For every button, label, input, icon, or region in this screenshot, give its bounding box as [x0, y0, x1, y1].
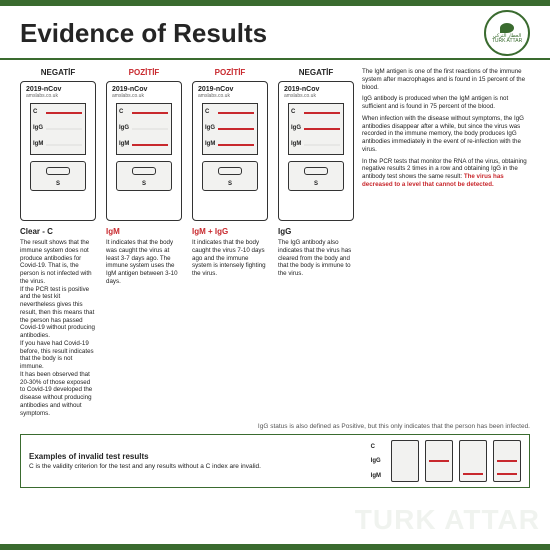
sample-slot: [218, 167, 242, 175]
test-card-1: POZİTİF 2019-nCovamslabs.co.uk CIgGIgM S IgM…: [106, 68, 182, 417]
result-window: CIgGIgM: [288, 103, 344, 155]
logo-text-en: TURK ATTAR: [492, 39, 522, 44]
cassette: 2019-nCovamslabs.co.uk CIgGIgM S: [192, 81, 268, 221]
invalid-sample-1: [425, 440, 453, 482]
test-cards-row: NEGATİF2019-nCovamslabs.co.ukCIgGIgMSCle…: [20, 68, 354, 417]
invalid-samples: [391, 440, 521, 482]
line-igg: [46, 128, 82, 130]
test-card-0: NEGATİF 2019-nCovamslabs.co.uk CIgGIgM S Cle…: [20, 68, 96, 417]
logo-badge: العطار التركي TURK ATTAR: [484, 10, 530, 56]
sample-slot: [46, 167, 70, 175]
line-c: [304, 112, 340, 114]
line-igm: [46, 144, 82, 146]
invalid-results-box: Examples of invalid test results C is th…: [20, 434, 530, 488]
result-desc: It indicates that the body was caught th…: [106, 239, 182, 286]
result-window: CIgGIgM: [30, 103, 86, 155]
test-card-2: POZİTİF 2019-nCovamslabs.co.uk CIgGIgM S IgM…: [192, 68, 268, 417]
explanation-column: The IgM antigen is one of the first reac…: [362, 68, 530, 417]
bottom-bar: [0, 544, 550, 550]
invalid-title: Examples of invalid test results: [29, 452, 361, 461]
result-desc: It indicates that the body caught the vi…: [192, 239, 268, 278]
card-header: NEGATİF: [278, 68, 354, 77]
sample-window: S: [116, 161, 172, 191]
card-header: NEGATİF: [20, 68, 96, 77]
cassette-title: 2019-nCov: [196, 86, 264, 93]
result-window: CIgGIgM: [202, 103, 258, 155]
line-igm: [218, 144, 254, 146]
invalid-body: C is the validity criterion for the test…: [29, 463, 361, 471]
footer-section: IgG status is also defined as Positive, …: [0, 421, 550, 494]
cassette-subtitle: amslabs.co.uk: [196, 93, 264, 99]
cassette-title: 2019-nCov: [110, 86, 178, 93]
invalid-row-labels: C IgG IgM: [371, 442, 381, 480]
line-c: [132, 112, 168, 114]
test-card-3: NEGATİF 2019-nCovamslabs.co.uk CIgGIgM S IgG…: [278, 68, 354, 417]
right-p1: The IgM antigen is one of the first reac…: [362, 68, 530, 91]
invalid-sample-3: [493, 440, 521, 482]
line-igg: [218, 128, 254, 130]
cassette-subtitle: amslabs.co.uk: [24, 93, 92, 99]
sample-window: S: [202, 161, 258, 191]
result-title: IgM: [106, 227, 182, 236]
result-window: CIgGIgM: [116, 103, 172, 155]
sample-window: S: [30, 161, 86, 191]
invalid-sample-0: [391, 440, 419, 482]
line-igg: [132, 128, 168, 130]
cassette: 2019-nCovamslabs.co.uk CIgGIgM S: [20, 81, 96, 221]
right-p4: In the PCR tests that monitor the RNA of…: [362, 158, 530, 189]
cassette-subtitle: amslabs.co.uk: [110, 93, 178, 99]
result-title: IgM + IgG: [192, 227, 268, 236]
card-header: POZİTİF: [106, 68, 182, 77]
line-igg: [304, 128, 340, 130]
result-title: Clear - C: [20, 227, 96, 236]
cassette-title: 2019-nCov: [282, 86, 350, 93]
sample-window: S: [288, 161, 344, 191]
watermark: TURK ATTAR: [355, 504, 540, 536]
page-title: Evidence of Results: [20, 18, 267, 49]
cassette: 2019-nCovamslabs.co.uk CIgGIgM S: [106, 81, 182, 221]
cassette: 2019-nCovamslabs.co.uk CIgGIgM S: [278, 81, 354, 221]
leaf-icon: [500, 23, 514, 33]
right-p2: IgG antibody is produced when the IgM an…: [362, 95, 530, 111]
sample-slot: [304, 167, 328, 175]
result-desc: The IgG antibody also indicates that the…: [278, 239, 354, 278]
footnote: IgG status is also defined as Positive, …: [20, 423, 530, 430]
right-p3: When infection with the disease without …: [362, 115, 530, 154]
cassette-subtitle: amslabs.co.uk: [282, 93, 350, 99]
invalid-sample-2: [459, 440, 487, 482]
line-c: [218, 112, 254, 114]
sample-slot: [132, 167, 156, 175]
card-header: POZİTİF: [192, 68, 268, 77]
line-igm: [304, 144, 340, 146]
result-title: IgG: [278, 227, 354, 236]
main-content: NEGATİF2019-nCovamslabs.co.ukCIgGIgMSCle…: [0, 60, 550, 421]
invalid-text: Examples of invalid test results C is th…: [29, 452, 361, 471]
line-c: [46, 112, 82, 114]
result-desc: The result shows that the immune system …: [20, 239, 96, 417]
header: Evidence of Results العطار التركي TURK A…: [0, 6, 550, 60]
line-igm: [132, 144, 168, 146]
cassette-title: 2019-nCov: [24, 86, 92, 93]
